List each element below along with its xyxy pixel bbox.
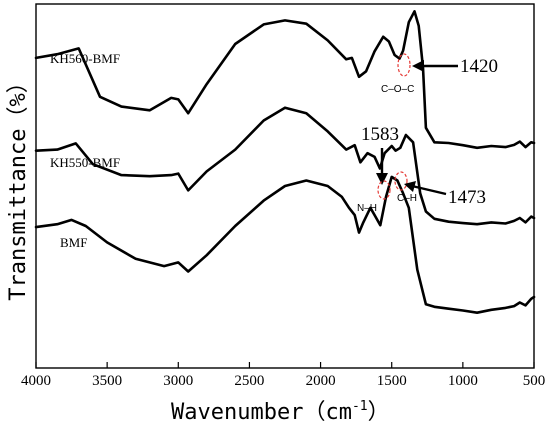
arrow-1473-head: [404, 181, 416, 192]
x-tick-labels: 4000 3500 3000 2500 2000 1500 1000 500: [21, 373, 545, 389]
x-tick-label-1000: 1000: [448, 373, 478, 389]
series-label-bmf: BMF: [60, 235, 87, 250]
ellipse-coc: [397, 53, 411, 77]
ellipse-ch: [394, 171, 408, 191]
arrow-1473: [411, 184, 447, 196]
label-1583: 1583: [361, 124, 399, 145]
arrow-1420-head: [412, 60, 424, 72]
x-axis-title-superscript: -1: [352, 399, 368, 414]
x-axis-title: Wavenumber（cm-1）: [171, 399, 390, 425]
label-coc: C–O–C: [381, 84, 414, 95]
label-nh: N–H: [357, 203, 377, 214]
label-ch: C–H: [397, 193, 417, 204]
series-label-kh560: KH560-BMF: [50, 51, 120, 66]
axes: [35, 3, 535, 369]
series-line-kh560-bmf: [34, 10, 536, 150]
y-axis-title: Transmittance（%）: [6, 71, 31, 300]
x-tick-label-2000: 2000: [306, 373, 336, 389]
label-1473: 1473: [448, 187, 486, 208]
arrow-1583-head: [376, 173, 388, 185]
x-tick-label-3000: 3000: [163, 373, 193, 389]
x-tick-label-500: 500: [523, 373, 546, 389]
series-lines: [34, 10, 536, 314]
series-line-kh550-bmf: [34, 106, 536, 226]
label-1420: 1420: [460, 56, 498, 77]
x-ticks: [35, 362, 535, 368]
x-tick-label-1500: 1500: [377, 373, 407, 389]
series-line-bmf: [34, 175, 536, 314]
x-tick-label-4000: 4000: [21, 373, 51, 389]
ellipse-nh: [377, 180, 391, 200]
x-tick-label-3500: 3500: [92, 373, 122, 389]
x-tick-label-2500: 2500: [234, 373, 264, 389]
plot-frame: [35, 3, 535, 369]
series-label-kh550: KH550-BMF: [50, 155, 120, 170]
